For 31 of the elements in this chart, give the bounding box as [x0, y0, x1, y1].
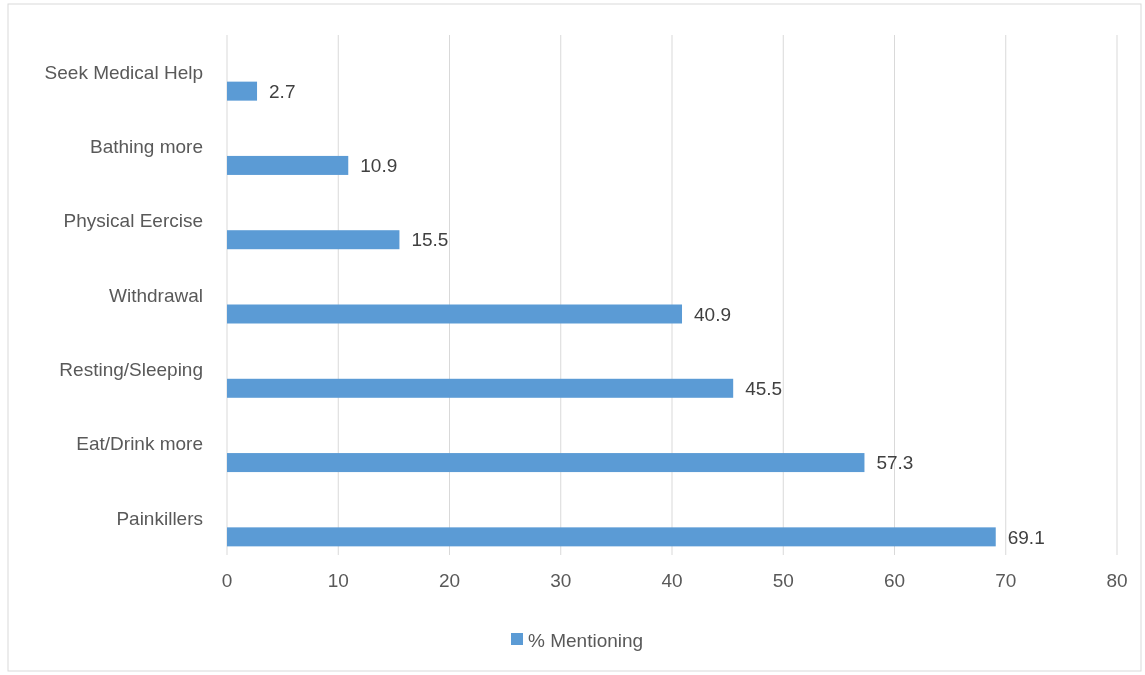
bar — [227, 378, 734, 398]
y-tick-label: Withdrawal — [109, 284, 203, 306]
y-tick-label: Bathing more — [89, 136, 203, 158]
y-tick-label: Physical Eercise — [63, 210, 203, 232]
data-label: 57.3 — [876, 452, 914, 474]
bar — [227, 527, 996, 547]
y-tick-label: Eat/Drink more — [76, 433, 203, 455]
data-label: 15.5 — [411, 229, 449, 251]
x-tick-label: 10 — [327, 570, 349, 591]
x-tick-label: 50 — [772, 570, 794, 591]
data-label: 69.1 — [1007, 526, 1045, 548]
y-tick-label: Seek Medical Help — [44, 61, 203, 83]
legend-label: % Mentioning — [528, 629, 644, 651]
x-tick-label: 70 — [995, 570, 1017, 591]
bar — [227, 453, 865, 473]
y-tick-label: Resting/Sleeping — [59, 358, 203, 380]
data-label: 40.9 — [694, 303, 731, 325]
data-label: 2.7 — [269, 80, 296, 102]
x-tick-label: 40 — [661, 570, 683, 591]
x-tick-label: 80 — [1106, 570, 1128, 591]
bar — [227, 81, 258, 101]
bar — [227, 155, 349, 175]
x-tick-label: 60 — [883, 570, 906, 591]
y-tick-label: Painkillers — [116, 507, 203, 529]
bar — [227, 304, 683, 324]
bar — [227, 230, 400, 250]
x-tick-label: 0 — [221, 570, 233, 591]
data-label: 10.9 — [360, 155, 398, 177]
x-tick-label: 20 — [438, 570, 461, 591]
x-tick-label: 30 — [550, 570, 572, 591]
data-label: 45.5 — [745, 377, 783, 399]
